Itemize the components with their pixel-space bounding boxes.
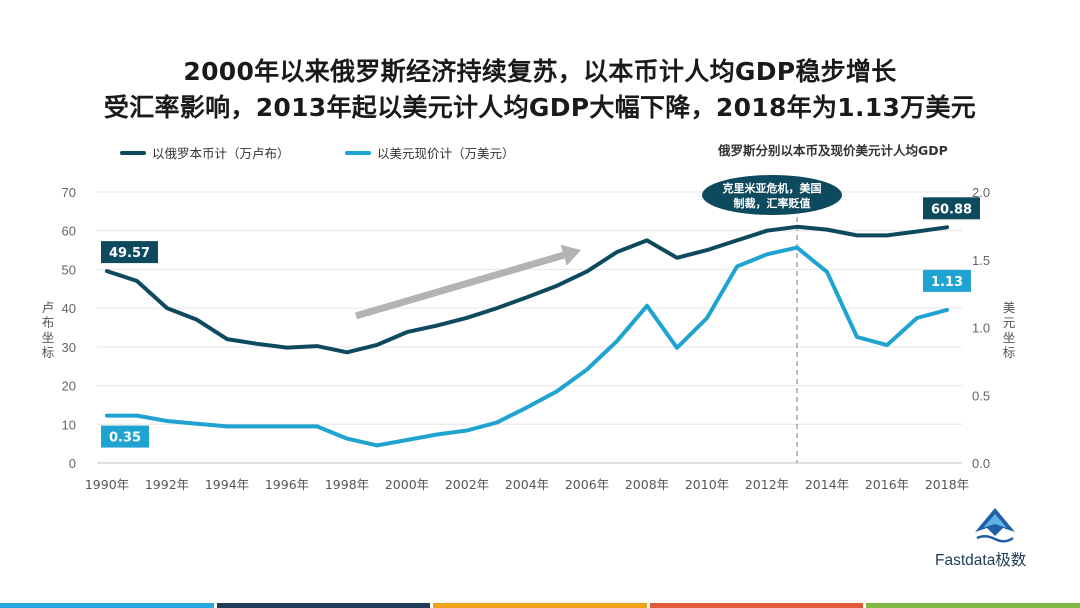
- x-tick-label: 2002年: [445, 477, 489, 492]
- series-line-ruble: [105, 224, 949, 355]
- bottom-bar-segment: [866, 603, 1080, 608]
- legend-label-usd: 以美元现价计（万美元）: [377, 146, 515, 161]
- chart-title-line1: 2000年以来俄罗斯经济持续复苏，以本币计人均GDP稳步增长: [183, 57, 897, 86]
- bottom-bar-segment: [649, 603, 864, 608]
- y-right-axis-label: 美元坐标: [1003, 300, 1016, 360]
- data-label: 1.13: [931, 275, 963, 290]
- trend-arrow-head: [560, 244, 581, 266]
- y-left-tick-label: 50: [62, 262, 76, 277]
- y-right-tick-label: 1.0: [972, 321, 990, 336]
- data-label-box: [101, 425, 149, 448]
- brand-logo: [935, 506, 1055, 550]
- y-right-tick-label: 2.0: [972, 185, 990, 200]
- bottom-color-bar: [0, 603, 1080, 608]
- x-tick-label: 1992年: [145, 477, 189, 492]
- y-right-tick-label: 0.0: [972, 456, 990, 471]
- chart-title-line2: 受汇率影响，2013年起以美元计人均GDP大幅下降，2018年为1.13万美元: [103, 93, 977, 122]
- y-left-tick-label: 10: [62, 417, 76, 432]
- legend-swatch-ruble: [120, 150, 146, 155]
- y-left-tick-label: 0: [69, 456, 76, 471]
- data-label: 0.35: [109, 431, 141, 446]
- chart-subtitle: 俄罗斯分别以本币及现价美元计人均GDP: [718, 143, 948, 158]
- x-tick-label: 2016年: [865, 477, 909, 492]
- y-left-tick-label: 40: [62, 301, 76, 316]
- legend-item-ruble: 以俄罗本币计（万卢布）: [120, 143, 290, 162]
- y-left-tick-label: 60: [62, 224, 76, 239]
- y-right-tick-label: 0.5: [972, 388, 990, 403]
- x-tick-label: 1996年: [265, 477, 309, 492]
- x-tick-label: 2006年: [565, 477, 609, 492]
- x-tick-label: 2000年: [385, 477, 429, 492]
- data-label-box: [101, 241, 158, 264]
- annotation-text-line1: 克里米亚危机，美国: [723, 181, 822, 195]
- annotation-text-line2: 制裁，汇率贬值: [734, 196, 811, 210]
- data-label: 60.88: [931, 202, 972, 217]
- x-tick-label: 1990年: [85, 477, 129, 492]
- data-label-box: [923, 269, 971, 292]
- annotation-bubble: [702, 175, 842, 215]
- x-tick-label: 2008年: [625, 477, 669, 492]
- x-tick-label: 1998年: [325, 477, 369, 492]
- trend-arrow-shaft: [355, 251, 565, 320]
- legend-item-usd: 以美元现价计（万美元）: [345, 143, 515, 162]
- x-tick-label: 1994年: [205, 477, 249, 492]
- y-left-tick-label: 70: [62, 185, 76, 200]
- brand-name: Fastdata极数: [935, 552, 1027, 569]
- legend-swatch-usd: [345, 150, 371, 155]
- x-tick-label: 2010年: [685, 477, 729, 492]
- legend-label-ruble: 以俄罗本币计（万卢布）: [152, 146, 290, 161]
- bottom-bar-segment: [0, 603, 214, 608]
- series-line-usd: [105, 245, 949, 448]
- bottom-bar-segment: [216, 603, 431, 608]
- y-left-tick-label: 30: [62, 340, 76, 355]
- x-tick-label: 2018年: [925, 477, 969, 492]
- data-label: 49.57: [109, 246, 150, 261]
- mountain-logo-icon: [975, 508, 1015, 543]
- x-tick-label: 2012年: [745, 477, 789, 492]
- y-left-axis-label: 卢布坐标: [42, 300, 55, 360]
- data-label-box: [923, 197, 980, 220]
- y-right-tick-label: 1.5: [972, 253, 990, 268]
- y-left-tick-label: 20: [62, 379, 76, 394]
- bottom-bar-segment: [433, 603, 647, 608]
- x-tick-label: 2004年: [505, 477, 549, 492]
- x-tick-label: 2014年: [805, 477, 849, 492]
